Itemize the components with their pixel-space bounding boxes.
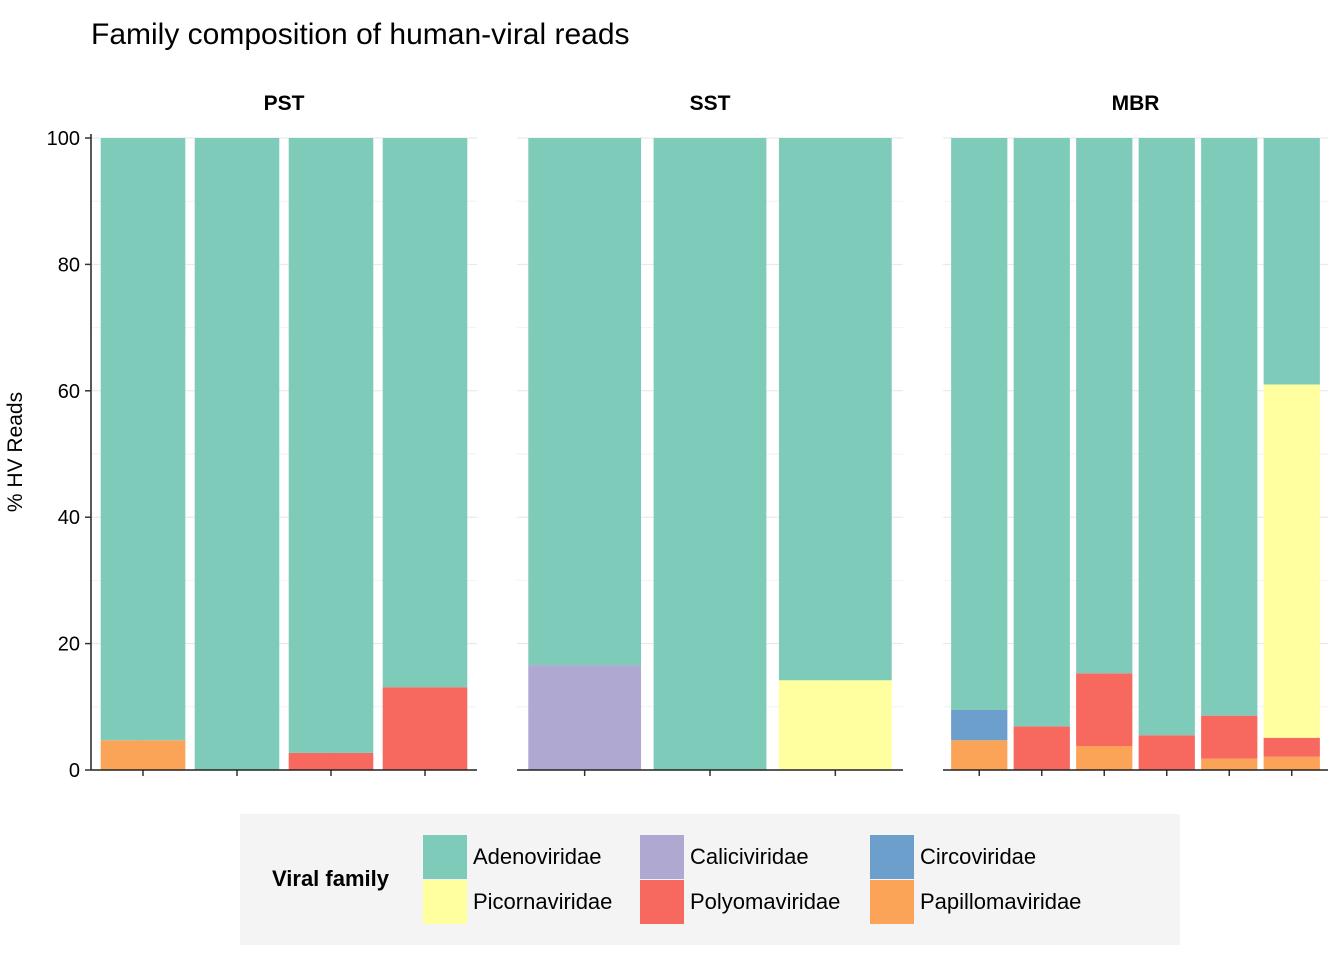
legend-swatch	[640, 835, 684, 879]
bar-segment-papillomaviridae	[1201, 758, 1258, 770]
bar-segment-polyomaviridae	[1013, 726, 1070, 770]
y-tick-label: 40	[58, 507, 80, 529]
facet-panel-mbr: MBR	[943, 92, 1328, 776]
y-tick-label: 20	[58, 634, 80, 656]
bar-segment-adenoviridae	[194, 138, 280, 770]
bar-segment-adenoviridae	[1076, 138, 1133, 674]
bar-segment-polyomaviridae	[1076, 673, 1133, 746]
bar-segment-circoviridae	[951, 709, 1008, 741]
legend-label: Papillomaviridae	[920, 889, 1082, 914]
bar-segment-adenoviridae	[382, 138, 468, 688]
bar-segment-picornaviridae	[778, 680, 892, 770]
y-axis: 0 20 40 60 80 100	[47, 128, 92, 782]
facet-panel-sst: SST	[517, 92, 903, 776]
facet-label: SST	[690, 92, 731, 115]
bar-segment-polyomaviridae	[1138, 735, 1195, 770]
legend-label: Caliciviridae	[690, 844, 809, 869]
bar-segment-polyomaviridae	[288, 752, 374, 770]
bar-segment-polyomaviridae	[1201, 715, 1258, 759]
legend-label: Picornaviridae	[473, 889, 613, 914]
bar-segment-adenoviridae	[778, 138, 892, 681]
bar-segment-adenoviridae	[653, 138, 767, 770]
y-tick-label: 0	[69, 760, 80, 782]
legend-swatch	[870, 835, 914, 879]
legend-swatch	[640, 880, 684, 924]
bar-segment-adenoviridae	[1263, 138, 1320, 385]
bar-segment-polyomaviridae	[1263, 737, 1320, 757]
bar-segment-adenoviridae	[288, 138, 374, 753]
legend-swatch	[423, 880, 467, 924]
facet-label: MBR	[1112, 92, 1160, 115]
legend-item-circoviridae: Circoviridae	[870, 835, 1036, 879]
legend-item-polyomaviridae: Polyomaviridae	[640, 880, 840, 924]
y-axis-label: % HV Reads	[4, 392, 27, 512]
facet-panel-pst: PST	[91, 92, 477, 776]
facet-label: PST	[264, 92, 305, 115]
bar-segment-picornaviridae	[1263, 384, 1320, 738]
bar-segment-adenoviridae	[1013, 138, 1070, 727]
legend-item-caliciviridae: Caliciviridae	[640, 835, 809, 879]
legend-item-adenoviridae: Adenoviridae	[423, 835, 601, 879]
bar-segment-adenoviridae	[951, 138, 1008, 710]
y-tick-label: 100	[47, 128, 80, 150]
plot-area: PST SST MBR 0 20 40 60 80 100	[47, 92, 1328, 782]
bar-segment-papillomaviridae	[1076, 745, 1133, 770]
bar-segment-papillomaviridae	[100, 740, 186, 770]
legend: Viral family Adenoviridae Caliciviridae Ci…	[240, 814, 1180, 945]
legend-label: Circoviridae	[920, 844, 1037, 869]
bar-segment-papillomaviridae	[951, 740, 1008, 770]
legend-title: Viral family	[272, 866, 389, 891]
chart-title: Family composition of human-viral reads	[91, 18, 630, 51]
bar-segment-adenoviridae	[1138, 138, 1195, 736]
bar-segment-adenoviridae	[100, 138, 186, 741]
bar-segment-caliciviridae	[528, 665, 642, 770]
legend-label: Adenoviridae	[473, 844, 602, 869]
y-tick-label: 80	[58, 254, 80, 276]
bar-segment-adenoviridae	[1201, 138, 1258, 716]
bar-segment-papillomaviridae	[1263, 756, 1320, 770]
legend-swatch	[870, 880, 914, 924]
legend-swatch	[423, 835, 467, 879]
legend-label: Polyomaviridae	[690, 889, 841, 914]
bar-segment-polyomaviridae	[382, 687, 468, 770]
legend-item-papillomaviridae: Papillomaviridae	[870, 880, 1081, 924]
y-tick-label: 60	[58, 381, 80, 403]
legend-item-picornaviridae: Picornaviridae	[423, 880, 612, 924]
bar-segment-adenoviridae	[528, 138, 642, 666]
